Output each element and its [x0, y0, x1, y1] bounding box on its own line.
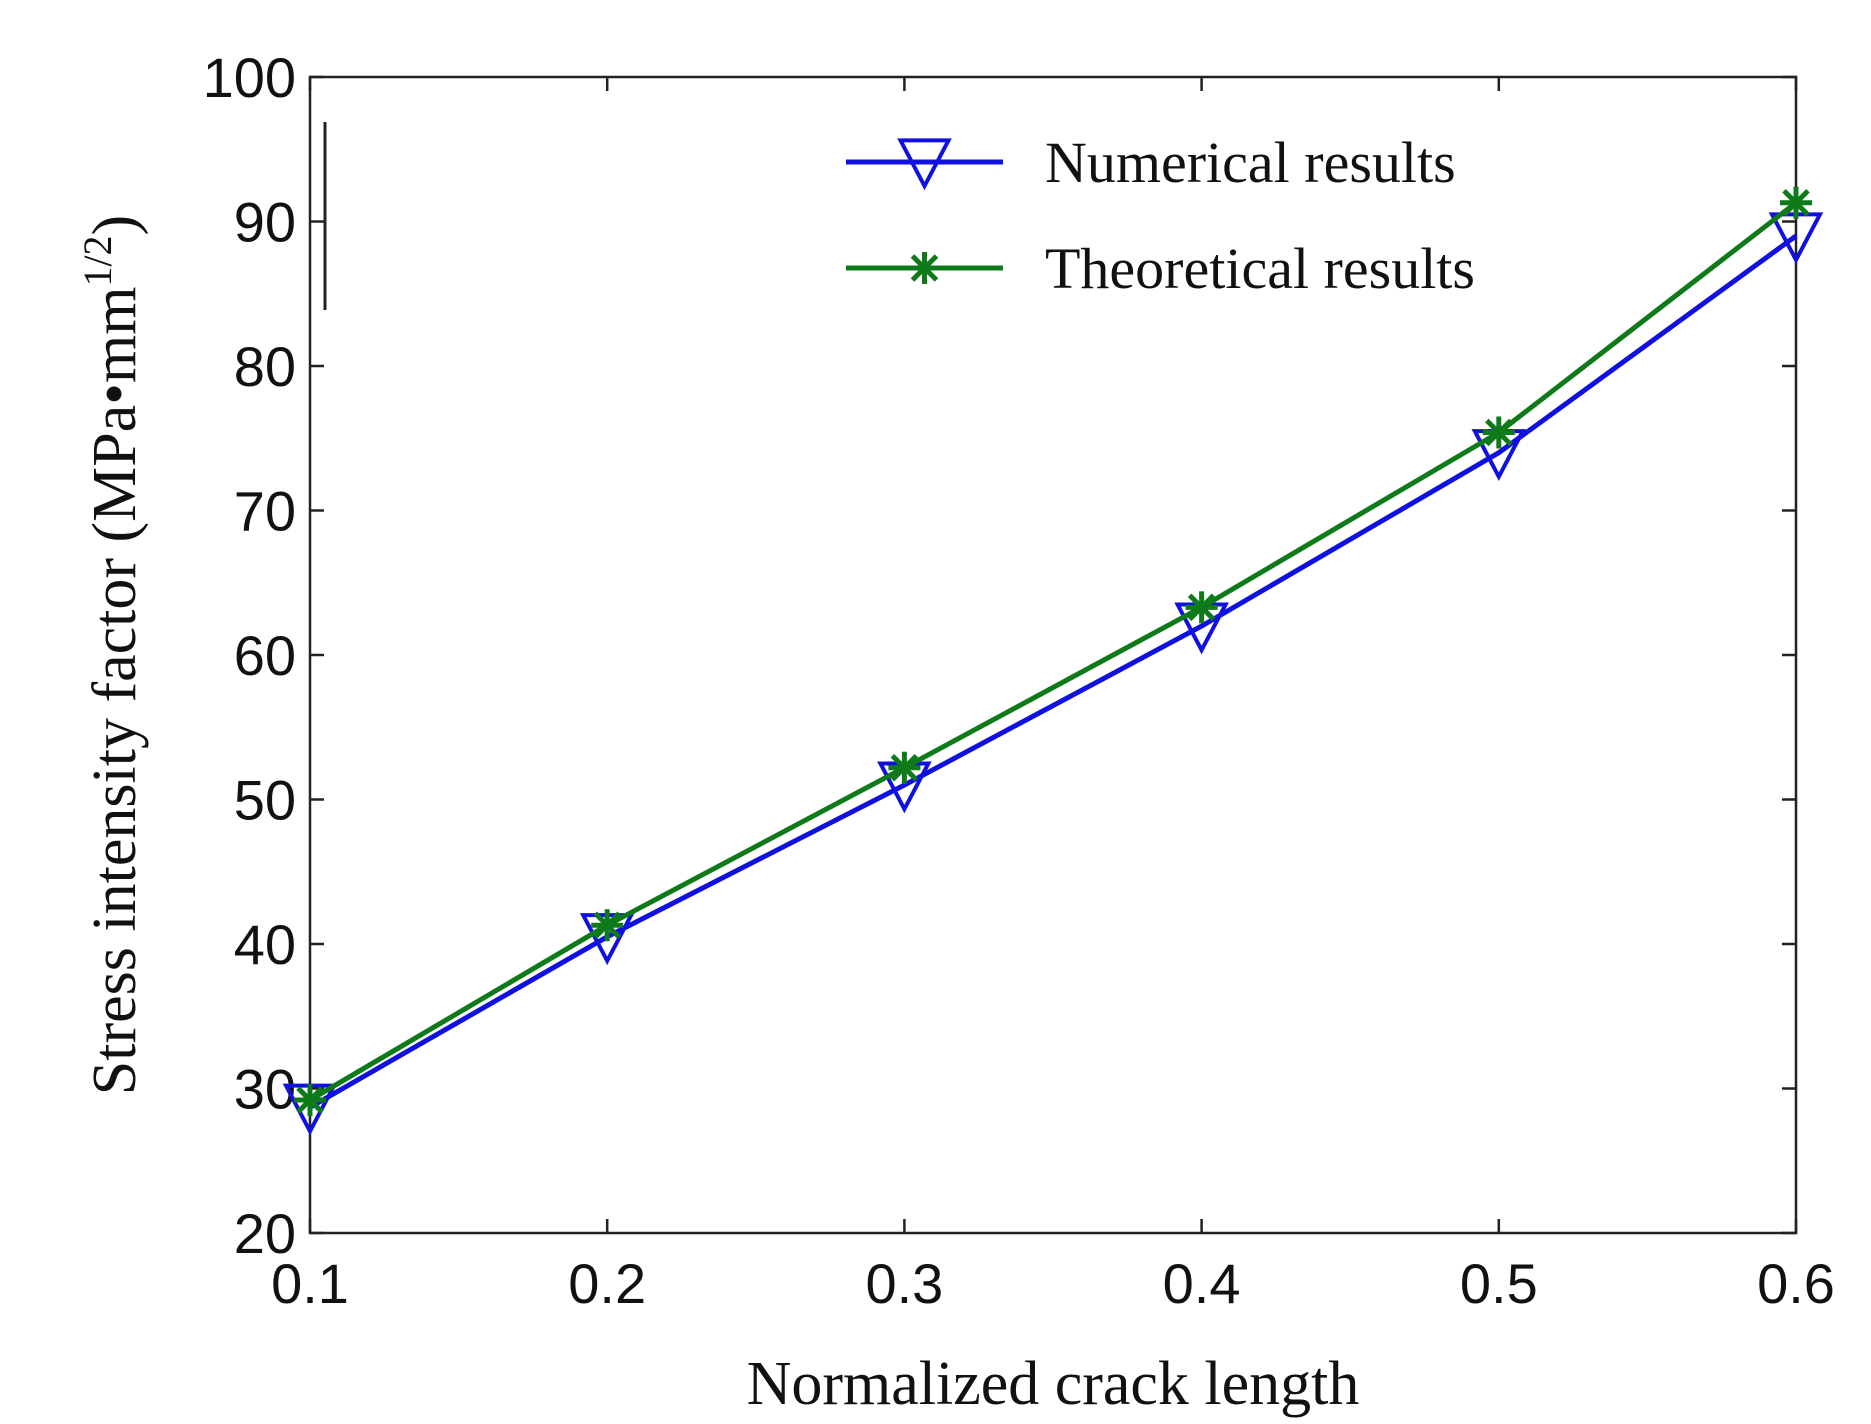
- legend: Numerical results Theoretical results: [846, 130, 1475, 301]
- y-axis-title-close: ): [81, 215, 149, 236]
- data-point-theoretical: [888, 751, 921, 784]
- series-group: [282, 186, 1824, 1136]
- y-axis-title: Stress intensity factor (MPa•mm1/2): [75, 215, 149, 1095]
- x-axis-title: Normalized crack length: [747, 1350, 1360, 1418]
- y-tick-label: 50: [234, 769, 296, 832]
- data-point-theoretical: [1780, 186, 1812, 219]
- data-point-theoretical: [1482, 416, 1515, 449]
- series-line-theoretical: [308, 200, 1798, 1103]
- legend-label-numerical: Numerical results: [1045, 130, 1456, 195]
- x-tick-label: 0.2: [568, 1252, 646, 1315]
- y-tick-label: 20: [234, 1202, 296, 1265]
- y-tick-label: 70: [234, 480, 296, 543]
- series-line-numerical: [308, 233, 1798, 1110]
- y-tick-label: 90: [234, 191, 296, 254]
- legend-label-theoretical: Theoretical results: [1045, 236, 1475, 301]
- data-point-theoretical: [1185, 591, 1218, 624]
- y-tick-label: 40: [234, 913, 296, 976]
- legend-marker-numerical: [897, 138, 952, 191]
- data-point-theoretical: [591, 909, 624, 942]
- x-tick-label: 0.4: [1163, 1252, 1241, 1315]
- y-axis-title-main: Stress intensity factor (MPa•mm: [81, 287, 149, 1096]
- x-tick-label: 0.5: [1460, 1252, 1538, 1315]
- y-tick-label: 60: [234, 624, 296, 687]
- axis-titles: Normalized crack length Stress intensity …: [75, 215, 1359, 1418]
- y-tick-label: 100: [203, 46, 296, 109]
- x-tick-label: 0.1: [271, 1252, 349, 1315]
- data-point-theoretical: [294, 1084, 326, 1117]
- x-tick-label: 0.3: [865, 1252, 943, 1315]
- legend-marker-theoretical: [908, 252, 941, 284]
- x-tick-label: 0.6: [1757, 1252, 1835, 1315]
- y-axis-title-superscript: 1/2: [75, 235, 120, 286]
- y-tick-label: 80: [234, 335, 296, 398]
